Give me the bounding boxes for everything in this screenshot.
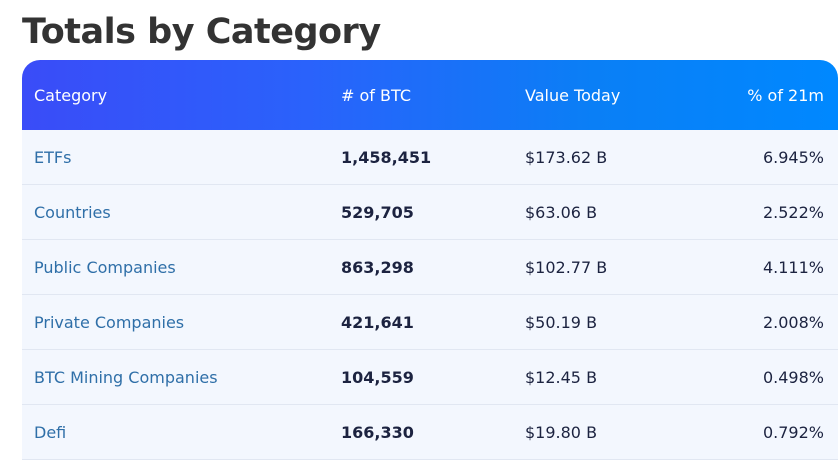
btc-cell: 863,298 (341, 257, 414, 277)
header-category: Category (34, 85, 108, 105)
btc-cell: 1,458,451 (341, 147, 432, 167)
category-link-defi[interactable]: Defi (34, 422, 67, 442)
category-link-countries[interactable]: Countries (34, 202, 111, 222)
category-cell: Private Companies (22, 313, 341, 332)
category-cell: Public Companies (22, 258, 341, 277)
btc-cell: 104,559 (341, 367, 414, 387)
percent-cell: 4.111% (762, 257, 824, 277)
table-row: Public Companies 863,298 $102.77 B 4.111… (22, 240, 838, 295)
value-cell: $102.77 B (525, 257, 608, 277)
value-cell: $19.80 B (525, 422, 598, 442)
percent-cell: 2.522% (762, 202, 824, 222)
table-row: Countries 529,705 $63.06 B 2.522% (22, 185, 838, 240)
percent-cell: 0.792% (762, 422, 824, 442)
table-row: BTC Mining Companies 104,559 $12.45 B 0.… (22, 350, 838, 405)
percent-cell: 2.008% (762, 312, 824, 332)
header-btc: # of BTC (341, 85, 411, 105)
percent-cell: 0.498% (762, 367, 824, 387)
category-link-private-companies[interactable]: Private Companies (34, 312, 185, 332)
table-header: Category # of BTC Value Today % of 21m (22, 60, 838, 130)
category-cell: BTC Mining Companies (22, 368, 341, 387)
value-cell: $63.06 B (525, 202, 598, 222)
category-cell: Countries (22, 203, 341, 222)
percent-cell: 6.945% (762, 147, 824, 167)
category-link-etfs[interactable]: ETFs (34, 147, 72, 167)
category-link-btc-mining-companies[interactable]: BTC Mining Companies (34, 367, 218, 387)
table-row: Private Companies 421,641 $50.19 B 2.008… (22, 295, 838, 350)
header-value-today: Value Today (525, 85, 621, 105)
page-title: Totals by Category (22, 12, 381, 52)
category-cell: Defi (22, 423, 341, 442)
table-row: Defi 166,330 $19.80 B 0.792% (22, 405, 838, 460)
category-cell: ETFs (22, 148, 341, 167)
btc-cell: 166,330 (341, 422, 414, 442)
category-table: Category # of BTC Value Today % of 21m E… (22, 60, 838, 460)
header-percent: % of 21m (747, 85, 824, 105)
btc-cell: 421,641 (341, 312, 414, 332)
category-link-public-companies[interactable]: Public Companies (34, 257, 176, 277)
value-cell: $12.45 B (525, 367, 598, 387)
btc-cell: 529,705 (341, 202, 414, 222)
value-cell: $50.19 B (525, 312, 598, 332)
value-cell: $173.62 B (525, 147, 608, 167)
table-row: ETFs 1,458,451 $173.62 B 6.945% (22, 130, 838, 185)
